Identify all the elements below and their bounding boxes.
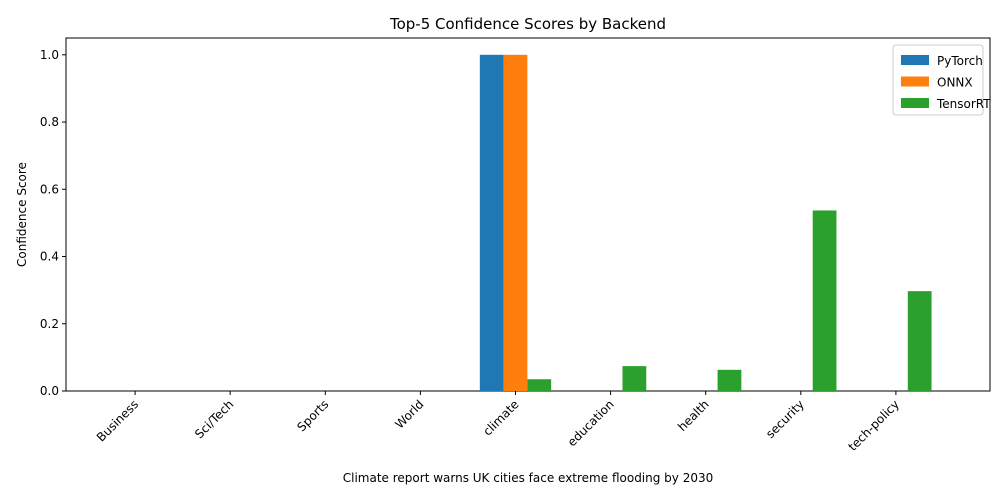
legend-swatch-tensorrt <box>901 98 929 108</box>
legend-swatch-pytorch <box>901 55 929 65</box>
y-tick-label: 1.0 <box>40 48 59 62</box>
x-tick-label: tech-policy <box>845 397 902 454</box>
y-axis: 0.0 0.2 0.4 0.6 0.8 1.0 <box>40 48 66 398</box>
x-tick-label: health <box>675 397 712 434</box>
plot-area <box>65 37 991 392</box>
x-tick-label: climate <box>480 397 521 438</box>
bar-onnx-climate <box>503 54 528 392</box>
x-axis: Business Sci/Tech Sports World climate educat… <box>94 391 902 454</box>
x-tick-label: security <box>763 397 807 441</box>
bar-tensorrt-tech-policy <box>907 291 932 391</box>
x-axis-label: Climate report warns UK cities face extr… <box>343 471 714 485</box>
y-axis-label: Confidence Score <box>15 162 29 267</box>
y-tick-label: 0.2 <box>40 317 59 331</box>
bars-group <box>479 54 932 392</box>
x-tick-label: World <box>392 397 426 431</box>
x-tick-label: Sci/Tech <box>192 397 236 441</box>
y-tick-label: 0.6 <box>40 182 59 196</box>
bar-tensorrt-climate <box>527 379 552 391</box>
bar-tensorrt-health <box>717 369 742 391</box>
legend-label-tensorrt: TensorRT <box>936 97 991 111</box>
x-tick-label: education <box>565 397 617 449</box>
bar-tensorrt-education <box>622 366 647 391</box>
y-tick-label: 0.0 <box>40 384 59 398</box>
x-tick-label: Business <box>94 397 141 444</box>
bar-pytorch-climate <box>479 54 504 392</box>
bar-tensorrt-security <box>812 210 837 391</box>
y-tick-label: 0.4 <box>40 250 59 264</box>
y-tick-label: 0.8 <box>40 115 59 129</box>
legend-label-onnx: ONNX <box>937 76 973 90</box>
legend-label-pytorch: PyTorch <box>937 54 983 68</box>
chart-title: Top-5 Confidence Scores by Backend <box>389 15 666 33</box>
x-tick-label: Sports <box>294 397 331 434</box>
legend: PyTorch ONNX TensorRT <box>892 44 991 116</box>
legend-swatch-onnx <box>901 76 929 87</box>
